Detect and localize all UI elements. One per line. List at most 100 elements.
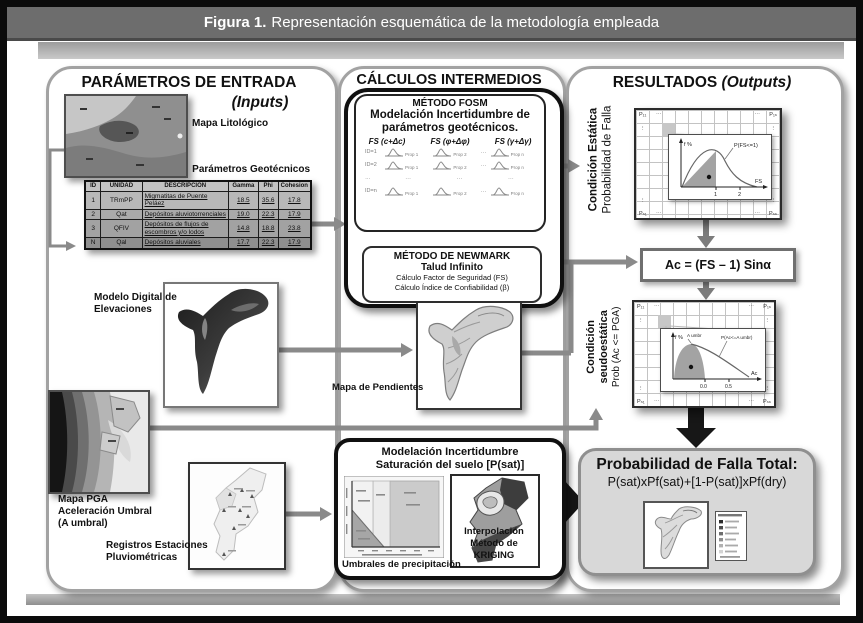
- critical-acceleration-formula: Ac = (FS – 1) Sinα: [665, 258, 771, 272]
- grid-corner-label: Pₙ₁: [637, 399, 645, 405]
- distribution-curve-icon: [385, 148, 403, 157]
- static-condition-line2: Probabilidad de Falla: [601, 105, 613, 214]
- newmark-title: MÉTODO DE NEWMARK: [393, 251, 511, 262]
- grid-dots: ⋮: [770, 198, 777, 204]
- critical-acceleration-formula-box: Ac = (FS – 1) Sinα: [640, 248, 796, 282]
- saturation-title-line2: Saturación del suelo [P(sat)]: [375, 459, 525, 472]
- newmark-line2: Cálculo Índice de Confiabilidad (β): [394, 283, 510, 293]
- dem-label-line1: Modelo Digital de: [94, 292, 177, 303]
- geo-cell: 2: [84, 208, 102, 221]
- saturation-title-line1: Modelación Incertidumbre: [381, 446, 519, 458]
- kriging-label-line1: Interpolación: [464, 526, 524, 537]
- grid-dots: ⋯: [656, 112, 662, 118]
- distribution-curve-icon: [433, 148, 452, 157]
- distribution-curve-icon: [433, 161, 452, 170]
- grid-dots: ⋮: [770, 126, 777, 132]
- geo-cell: Depósitos aluviotorrenciales: [141, 208, 229, 221]
- fosm-formula-gamma: FS (γ+Δγ): [494, 136, 532, 146]
- geo-cell: TRmPP: [100, 190, 143, 210]
- inset-tick: 0.0: [700, 384, 707, 390]
- rain-label-line2: Pluviométricas: [106, 552, 178, 563]
- grid-dots: ⋮: [638, 318, 644, 324]
- distribution-sketch: Prop 2: [432, 160, 477, 170]
- grid-corner-label: P₁ₙ: [769, 112, 777, 118]
- pga-label-line2: Aceleración Umbral: [58, 506, 152, 517]
- pseudostatic-inset-plot: f % A umbr P(Ac<=A umbr) 0.0 0.5 Ac: [660, 328, 766, 392]
- prop-label: Prop 1: [405, 152, 419, 158]
- legend-thumbnail: [715, 511, 747, 561]
- grid-corner-label: P₁ₙ: [763, 304, 771, 310]
- geo-cell: 19.0: [227, 208, 259, 221]
- grid-dots: ⋯: [654, 399, 660, 405]
- inset-xlabel: FS: [755, 179, 762, 185]
- grid-dots: ⋮: [764, 318, 771, 324]
- distribution-curve-icon: [385, 161, 403, 170]
- pga-label-line3: (A umbral): [58, 518, 108, 529]
- prop-label: Prop 2: [453, 152, 467, 158]
- fosm-row-id: ID=2: [365, 162, 377, 169]
- table-row: 3 QFIV Depósitos de flujos de escombros …: [84, 219, 312, 239]
- distribution-sketch: Prop 1: [384, 186, 429, 196]
- kriging-label: Interpolación Método de KRIGING: [456, 526, 532, 562]
- grid-corner-label: Pₙ₁: [639, 211, 647, 217]
- grid-corner-label: P₁₁: [637, 304, 645, 310]
- distribution-curve-icon: [385, 187, 403, 196]
- pga-map-image: [48, 390, 150, 494]
- geo-cell: Depósitos de flujos de escombros y/o lod…: [141, 219, 229, 239]
- total-probability-formula: P(sat)xPf(sat)+[1-P(sat)]xPf(dry): [607, 475, 787, 489]
- prop-label: Prop n: [510, 165, 524, 171]
- newmark-subtitle: Talud Infinito: [420, 262, 484, 273]
- pseudostatic-line2: seudoestática: [598, 310, 611, 384]
- total-probability-title: Probabilidad de Falla Total:: [596, 456, 798, 473]
- geo-th: Gamma: [227, 180, 259, 192]
- prop-label: Prop 2: [453, 191, 467, 197]
- prop-label: Prop n: [510, 152, 524, 158]
- grid-corner-label: Pₙₙ: [762, 399, 771, 405]
- grid-dots: ⋯: [754, 112, 761, 118]
- total-failure-probability-box: Probabilidad de Falla Total: P(sat)xPf(s…: [578, 448, 816, 576]
- inputs-subtitle: (Inputs): [231, 94, 289, 111]
- table-row: 1 TRmPP Migmatitas de Puente Peláez 18.5…: [84, 190, 312, 210]
- geo-cell: QFIV: [100, 219, 143, 239]
- panel-bottom-strip: [26, 594, 840, 605]
- grid-dots: ⋮: [638, 386, 644, 392]
- thresholds-chart-label: Umbrales de precipitación: [342, 559, 461, 570]
- inset-tick: 0.5: [725, 384, 732, 390]
- fosm-sim-row-ellipsis: … … … …: [356, 172, 544, 185]
- inset-curve-label: P(Ac<=A umbr): [721, 335, 753, 340]
- geo-cell: 3: [84, 219, 102, 239]
- distribution-sketch: Prop 2: [432, 147, 477, 157]
- ellipsis: …: [456, 175, 463, 182]
- distribution-sketch: Prop n: [490, 147, 535, 157]
- saturation-box: Modelación Incertidumbre Saturación del …: [334, 438, 566, 580]
- inputs-title: PARÁMETROS DE ENTRADA: [81, 74, 297, 91]
- newmark-box: MÉTODO DE NEWMARK Talud Infinito Cálculo…: [362, 246, 542, 303]
- stations-map-image: [188, 462, 286, 570]
- geo-cell: 18.8: [257, 219, 279, 239]
- ellipsis: …: [405, 175, 412, 182]
- geo-cell: 17.7: [227, 237, 259, 250]
- geo-cell: Migmatitas de Puente Peláez: [141, 190, 229, 210]
- geo-cell: 17.9: [277, 237, 312, 250]
- prop-label: Prop 2: [453, 165, 467, 171]
- fosm-row-id: …: [365, 175, 371, 182]
- geo-cell: 17.9: [277, 208, 312, 221]
- table-row: N Qal Depósitos aluviales 17.7 22.3 17.9: [84, 237, 312, 250]
- distribution-sketch: Prop 1: [384, 160, 429, 170]
- outputs-subtitle: (Outputs): [721, 74, 792, 91]
- dem-image: [163, 282, 279, 408]
- fosm-title: MÉTODO FOSM: [412, 98, 488, 109]
- grid-dots: ⋮: [764, 386, 771, 392]
- dem-label: Modelo Digital de Elevaciones: [94, 292, 194, 316]
- static-inset-plot: f % P(FS<=1) 1 2 FS: [668, 134, 772, 200]
- litho-map-image: [64, 94, 188, 178]
- grid-dots: ⋯: [654, 304, 660, 310]
- grid-corner-label: P₁₁: [639, 112, 647, 118]
- highlighted-grid-cell: [658, 315, 671, 328]
- fosm-formula-c: FS (c+Δc): [368, 136, 406, 146]
- geo-cell: N: [84, 237, 102, 250]
- fosm-line2: parámetros geotécnicos.: [381, 121, 519, 134]
- fosm-box: MÉTODO FOSM Modelación Incertidumbre de …: [354, 94, 546, 232]
- geo-table: ID UNIDAD DESCRIPCION Gamma Phi Cohesion…: [84, 180, 312, 250]
